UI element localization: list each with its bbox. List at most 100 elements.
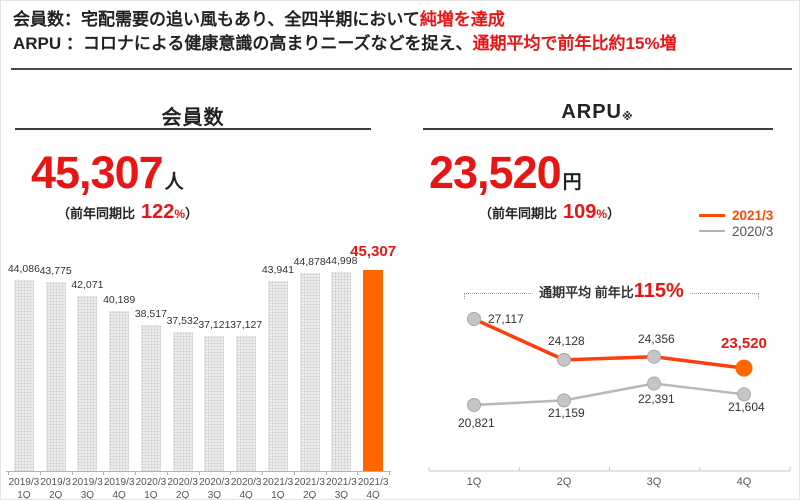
category-label: 1Q bbox=[466, 476, 482, 488]
legend-item-2020: 2020/3 bbox=[699, 223, 773, 239]
category-label: 4Q bbox=[736, 476, 752, 488]
arpu-yoy: （前年同期比 109%） bbox=[479, 201, 620, 224]
arpu-unit: 円 bbox=[562, 172, 582, 193]
members-title-text: 会員数 bbox=[161, 107, 225, 129]
axis-tick bbox=[357, 471, 359, 475]
arpu-yoy-label: （前年同期比 bbox=[479, 206, 558, 221]
bar bbox=[140, 324, 161, 471]
headline-line1-black: 会員数：宅配需要の追い風もあり、全四半期において bbox=[13, 10, 420, 29]
bar bbox=[45, 282, 66, 471]
bar bbox=[204, 335, 225, 471]
arpu-line-chart-svg bbox=[428, 312, 791, 472]
data-point-label-2020: 21,159 bbox=[548, 406, 585, 420]
axis-tick bbox=[135, 471, 136, 475]
members-value: 45,307 bbox=[31, 147, 164, 198]
bar bbox=[236, 335, 257, 471]
axis-tick bbox=[325, 471, 327, 475]
bar-value-label: 40,189 bbox=[103, 294, 136, 307]
bar bbox=[267, 280, 288, 471]
arpu-yoy-close: ） bbox=[607, 206, 621, 221]
category-label: 2019/3 1Q bbox=[8, 477, 40, 500]
legend-item-2021: 2021/3 bbox=[699, 207, 773, 223]
category-label: 2021/3 1Q bbox=[262, 477, 294, 500]
axis-tick bbox=[166, 471, 168, 475]
axis-tick bbox=[293, 471, 295, 475]
arpu-value: 23,520 bbox=[429, 147, 562, 198]
category-label: 2020/3 4Q bbox=[230, 477, 262, 500]
category-label: 2020/3 2Q bbox=[167, 477, 198, 500]
axis-tick bbox=[262, 471, 263, 475]
category-label: 2020/3 1Q bbox=[135, 477, 167, 500]
arpu-stat: 23,520 円 bbox=[429, 147, 582, 199]
axis-tick bbox=[8, 471, 9, 475]
arpu-title: ARPU※ bbox=[421, 101, 773, 124]
bar-value-label: 42,071 bbox=[71, 279, 104, 291]
members-bar-chart: 44,086 2019/3 1Q 43,775 2019/3 2Q 42,071 2019… bbox=[1, 231, 401, 500]
members-yoy-value: 122 bbox=[141, 201, 175, 223]
arpu-title-note: ※ bbox=[621, 111, 633, 123]
headline-line2-red: 通期平均で前年比約15%増 bbox=[472, 34, 677, 53]
legend-swatch-2021 bbox=[699, 213, 725, 217]
members-title: 会員数 bbox=[9, 101, 377, 130]
axis-tick bbox=[198, 471, 200, 475]
category-label: 2019/3 4Q bbox=[103, 477, 135, 500]
axis-tick bbox=[389, 471, 390, 475]
arpu-legend: 2021/3 2020/3 bbox=[699, 207, 773, 239]
data-point-label-2020: 20,821 bbox=[458, 416, 495, 430]
category-label: 2019/3 3Q bbox=[72, 477, 103, 500]
category-label: 2021/3 3Q bbox=[326, 477, 357, 500]
bracket-end-right bbox=[758, 293, 759, 299]
axis-tick bbox=[39, 471, 41, 475]
legend-label-2021: 2021/3 bbox=[732, 207, 774, 223]
legend-label-2020: 2020/3 bbox=[732, 223, 774, 239]
annotation-bracket: 通期平均 前年比115% bbox=[464, 279, 759, 304]
category-label: 2021/3 4Q bbox=[357, 477, 389, 500]
headline-line1: 会員数：宅配需要の追い風もあり、全四半期において純増を達成 bbox=[13, 8, 677, 32]
members-yoy: （前年同期比 122%） bbox=[57, 201, 198, 224]
data-point-label-2020: 22,391 bbox=[638, 392, 675, 406]
bar-value-label: 37,127 bbox=[230, 318, 263, 331]
members-yoy-label: （前年同期比 bbox=[57, 206, 136, 221]
bracket-end-left bbox=[464, 293, 465, 299]
category-label: 2021/3 2Q bbox=[294, 477, 325, 500]
data-point-label-2021: 23,520 bbox=[721, 335, 767, 352]
annotation-black-text: 通期平均 前年比 bbox=[539, 284, 634, 300]
members-yoy-close: ） bbox=[185, 206, 199, 221]
data-point-label-2021: 27,117 bbox=[488, 312, 524, 326]
members-yoy-pct: % bbox=[174, 207, 186, 221]
bar-value-label: 45,307 bbox=[350, 243, 397, 260]
headline-line1-red: 純増を達成 bbox=[419, 10, 505, 29]
annotation-label: 通期平均 前年比115% bbox=[532, 279, 691, 304]
headline-line2: ARPU ：コロナによる健康意識の高まりニーズなどを捉え、通期平均で前年比約15… bbox=[13, 32, 677, 56]
category-label: 2Q bbox=[556, 476, 572, 488]
axis-tick bbox=[103, 471, 105, 475]
members-unit: 人 bbox=[164, 172, 184, 193]
bar-highlight bbox=[363, 270, 384, 471]
bar bbox=[77, 296, 98, 471]
bar-value-label: 43,775 bbox=[39, 265, 72, 278]
bar-value-label: 38,517 bbox=[134, 307, 167, 320]
bar-value-label: 43,941 bbox=[261, 263, 294, 276]
data-point-label-2021: 24,128 bbox=[548, 334, 585, 348]
bar bbox=[13, 279, 34, 471]
data-point-label-2021: 24,356 bbox=[638, 332, 675, 346]
bar-value-label: 37,121 bbox=[198, 318, 231, 331]
members-title-rule bbox=[15, 128, 371, 130]
headline-line2-black: ARPU ：コロナによる健康意識の高まりニーズなどを捉え、 bbox=[13, 34, 473, 53]
arpu-title-text: ARPU bbox=[561, 101, 622, 123]
bar-value-label: 44,998 bbox=[325, 255, 358, 268]
category-label: 2019/3 2Q bbox=[40, 477, 71, 500]
data-point-label-2020: 21,604 bbox=[728, 400, 765, 414]
bar bbox=[109, 311, 130, 471]
category-label: 3Q bbox=[646, 476, 662, 488]
arpu-yoy-value: 109 bbox=[563, 201, 597, 223]
bar-value-label: 44,086 bbox=[7, 262, 40, 275]
annotation-red-text: 115% bbox=[633, 279, 684, 302]
arpu-yoy-pct: % bbox=[596, 207, 608, 221]
bar-value-label: 37,532 bbox=[166, 315, 199, 328]
arpu-title-rule bbox=[423, 128, 773, 130]
headline: 会員数：宅配需要の追い風もあり、全四半期において純増を達成 ARPU ：コロナに… bbox=[13, 8, 677, 56]
bar bbox=[331, 272, 352, 471]
bar bbox=[172, 332, 193, 471]
